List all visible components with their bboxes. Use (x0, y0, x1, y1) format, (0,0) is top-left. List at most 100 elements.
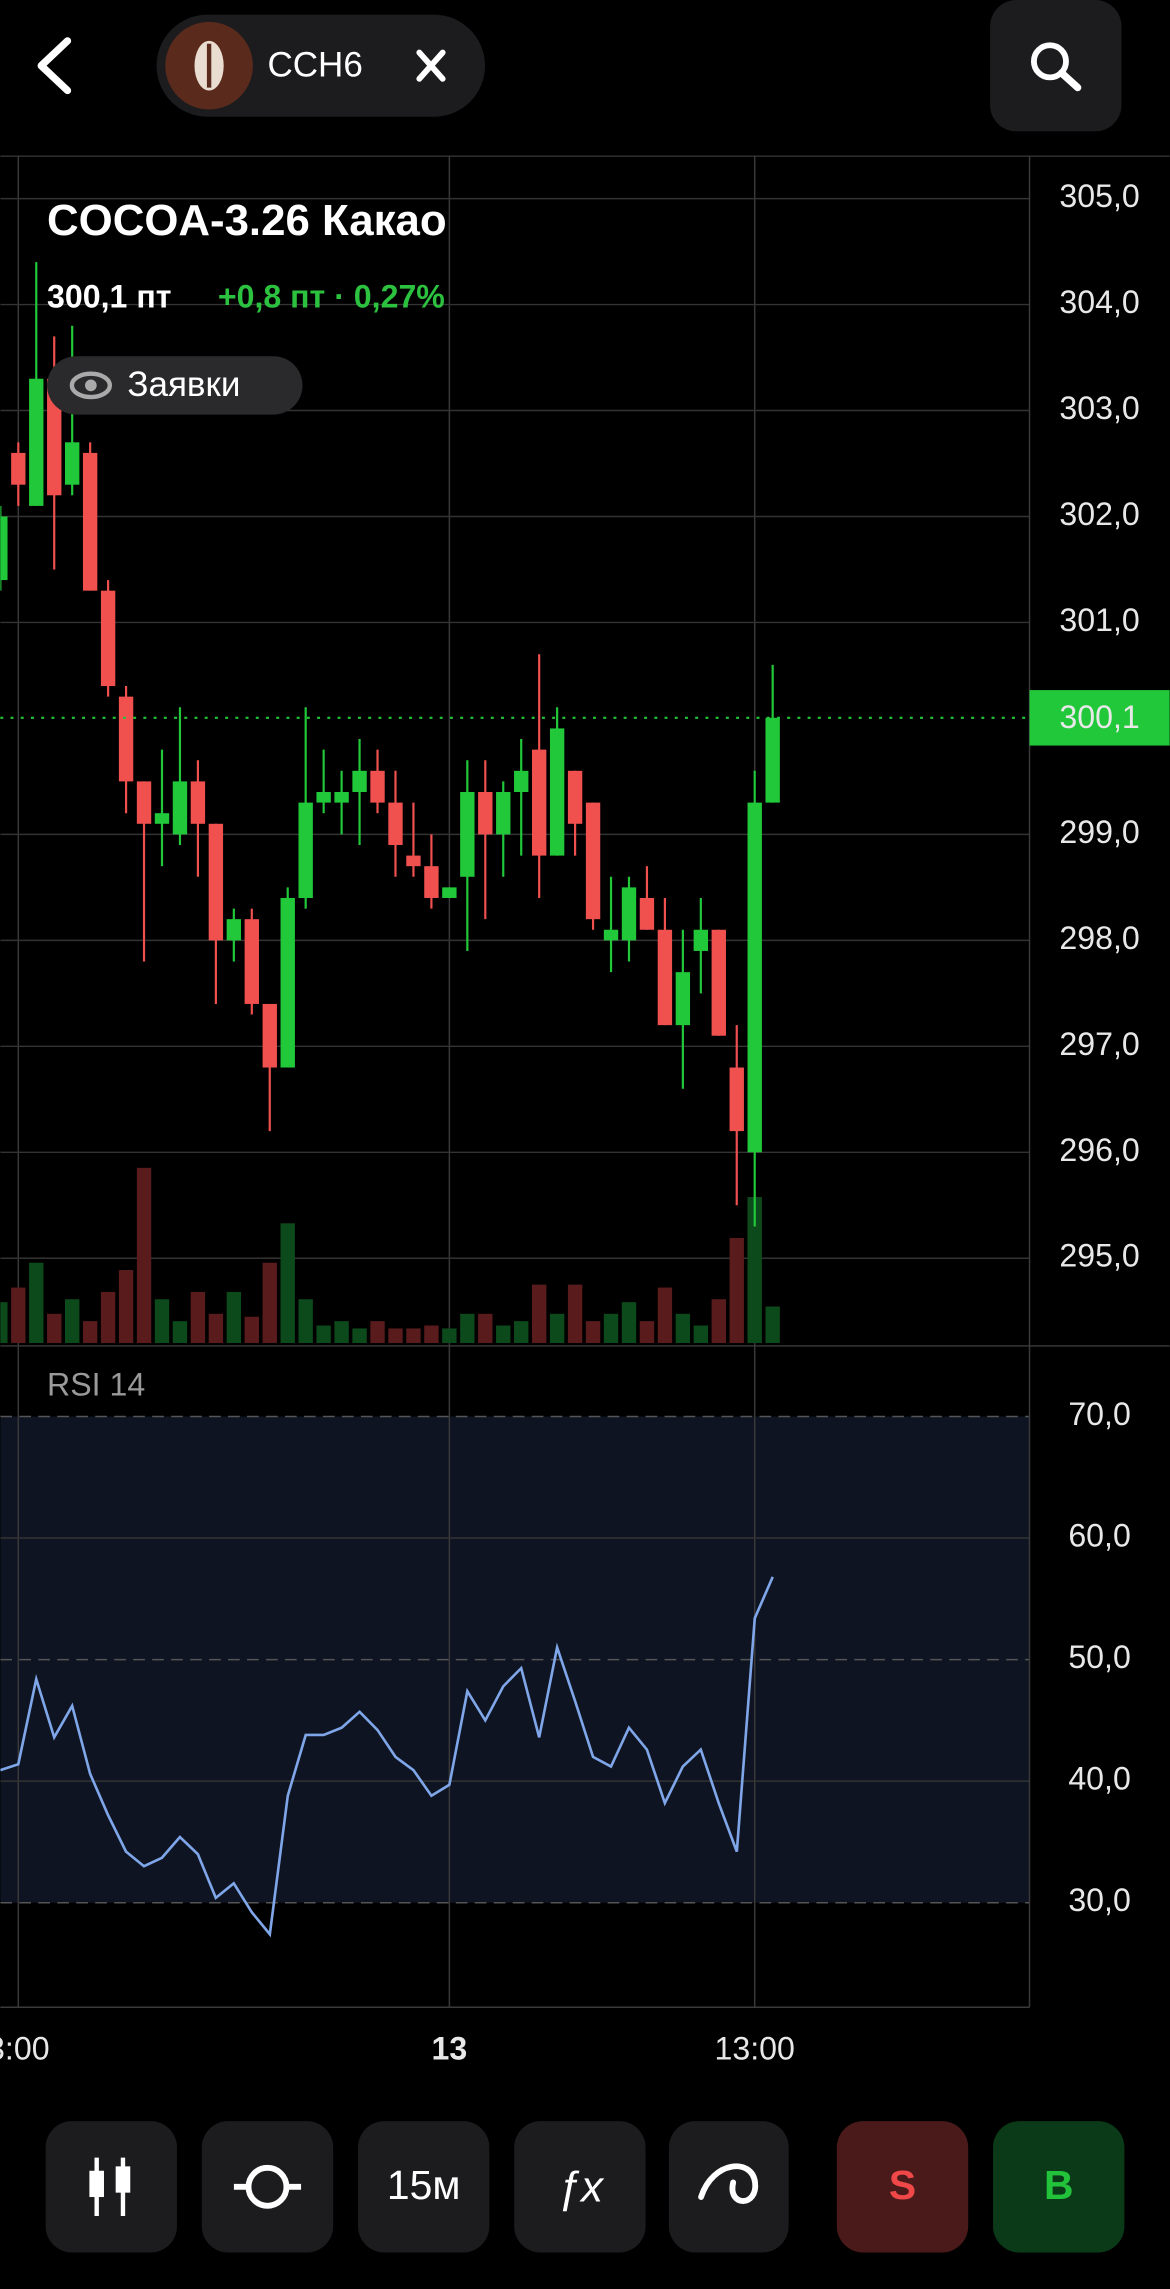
candle-body (262, 1003, 277, 1068)
volume-bar (334, 1321, 349, 1344)
candle-body (549, 728, 565, 856)
volume-bar (208, 1313, 224, 1344)
volume-bar (352, 1328, 367, 1344)
indicators-button[interactable] (514, 2121, 646, 2253)
candle-body (603, 929, 619, 941)
volume-bar (711, 1299, 726, 1344)
candle-body (370, 770, 385, 803)
volume-bar (621, 1302, 637, 1344)
volume-bar (316, 1325, 331, 1344)
orders-button[interactable] (47, 356, 303, 415)
candle-body (442, 887, 457, 898)
volume-bar (424, 1325, 439, 1344)
volume-bar (0, 1302, 8, 1344)
volume-bar (388, 1328, 403, 1344)
volume-bar (603, 1313, 619, 1344)
rsi-title: RSI 14 (47, 1366, 145, 1402)
volume-bar (693, 1325, 709, 1344)
drawing-button[interactable] (668, 2121, 789, 2253)
y-tick-label: 305,0 (1059, 178, 1139, 214)
volume-bar (514, 1321, 529, 1344)
candle-body (460, 792, 475, 877)
chart-type-button[interactable] (45, 2121, 177, 2253)
volume-bar (82, 1321, 98, 1344)
y-tick-label: 304,0 (1059, 284, 1139, 320)
y-tick-label: 50,0 (1068, 1639, 1131, 1675)
volume-bar (478, 1313, 493, 1344)
candle-body (406, 855, 421, 867)
sell-label: S (889, 2162, 916, 2208)
candle-body (190, 781, 206, 824)
candle-body (316, 792, 331, 803)
orders-label: Заявки (127, 365, 240, 404)
ticker: CCH6 (267, 45, 362, 84)
y-tick-label: 296,0 (1059, 1132, 1139, 1168)
candle-body (226, 919, 242, 941)
eye-pupil (85, 379, 97, 392)
volume-bar (657, 1287, 673, 1344)
candle-body (765, 717, 780, 803)
candle-body (298, 802, 313, 898)
interval-button[interactable] (357, 2121, 490, 2253)
volume-bar (11, 1287, 26, 1344)
y-tick-label: 299,0 (1059, 814, 1139, 850)
volume-bar (136, 1167, 152, 1344)
search-button[interactable] (990, 0, 1122, 132)
close-ticker[interactable] (416, 49, 446, 82)
candle-body (711, 929, 726, 1036)
drawing-icon (698, 2163, 758, 2204)
candle-body (424, 866, 439, 898)
volume-bar (172, 1321, 188, 1344)
volume-bar (549, 1313, 565, 1344)
y-tick-label: 297,0 (1059, 1026, 1139, 1062)
volume-bar (280, 1223, 295, 1344)
rsi-line (0, 1576, 774, 1938)
volume-bar (585, 1321, 601, 1344)
y-tick-label: 302,0 (1059, 496, 1139, 532)
volume-bar (154, 1299, 170, 1344)
y-tick-label: 60,0 (1068, 1518, 1131, 1554)
back-button[interactable] (37, 37, 72, 95)
volume-bar (190, 1291, 206, 1344)
candle-body (496, 792, 511, 835)
crosshair-button[interactable] (201, 2121, 334, 2253)
sell-button[interactable] (836, 2121, 969, 2253)
candle-body (639, 897, 655, 930)
instrument-title: COCOA-3.26 Какао (47, 196, 447, 245)
volume-bar (442, 1328, 457, 1344)
volume-bar (226, 1291, 242, 1344)
price: 300,1 пт (47, 279, 171, 315)
candle-icon-a (89, 2170, 104, 2198)
volume-bar (244, 1316, 259, 1344)
y-tick-label: 301,0 (1059, 602, 1139, 638)
last-price-label: 300,1 (1059, 699, 1139, 735)
y-tick-label: 30,0 (1068, 1882, 1131, 1918)
x-tick-label: 3:00 (0, 2031, 50, 2067)
candle-body (136, 781, 152, 824)
candle-body (154, 813, 170, 824)
volume-bar (460, 1313, 475, 1344)
volume-bar (406, 1328, 421, 1344)
candle-icon-b (115, 2166, 131, 2193)
candle-body (208, 823, 224, 941)
candle-body (729, 1067, 744, 1132)
candle-body (693, 929, 709, 951)
candle-body (478, 792, 493, 835)
candle-body (585, 802, 601, 920)
y-tick-label: 303,0 (1059, 390, 1139, 426)
candle-body (29, 378, 44, 506)
indicators-icon: ƒx (557, 2162, 605, 2212)
interval-label: 15м (387, 2162, 461, 2208)
candle-body (11, 452, 26, 485)
candle-body (100, 590, 116, 687)
candle-body (675, 972, 691, 1026)
volume-bar (729, 1237, 744, 1344)
buy-button[interactable] (993, 2121, 1125, 2253)
volume-bar (47, 1313, 62, 1344)
candle-body (82, 452, 98, 591)
volume-bar (298, 1299, 313, 1344)
x-tick-label: 13 (432, 2031, 468, 2067)
volume-bar (747, 1197, 762, 1344)
price-change: +0,8 пт · 0,27% (218, 279, 445, 315)
